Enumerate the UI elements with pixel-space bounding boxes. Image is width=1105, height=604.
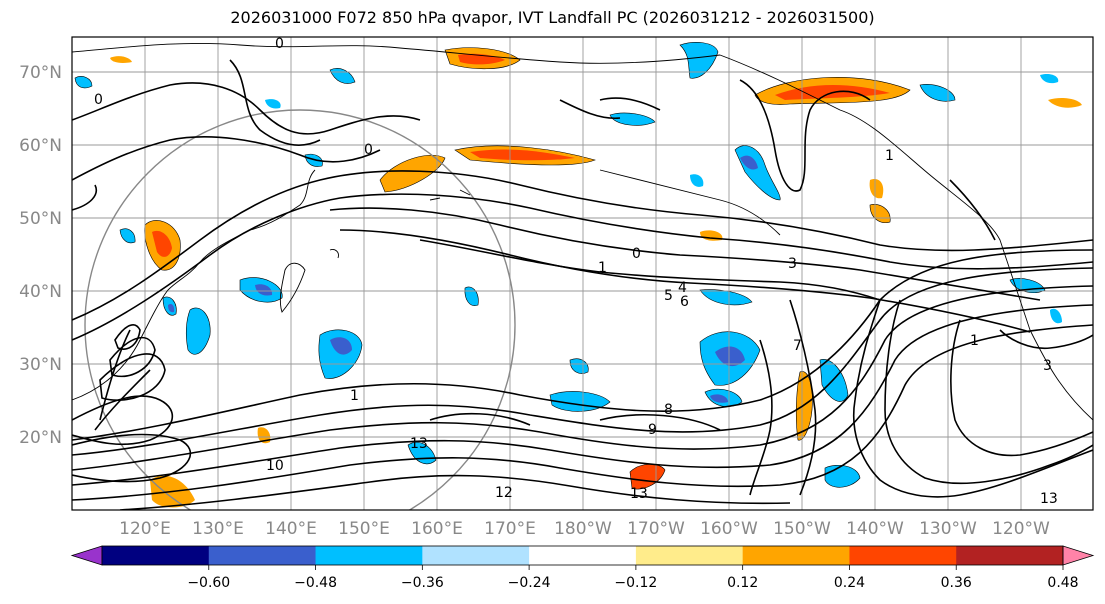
longitude-axis: 120°E 130°E 140°E 150°E 160°E 170°E 180°… (119, 519, 1050, 539)
colorbar-tick-label: −0.24 (508, 575, 551, 591)
lat-label: 60°N (19, 136, 62, 156)
lon-label: 120°E (119, 519, 171, 539)
landfall-region-circle (84, 109, 516, 510)
colorbar-tick-label: −0.60 (187, 575, 230, 591)
colorbar-segment (208, 546, 317, 565)
lon-label: 140°W (846, 519, 904, 539)
colorbar-segment (315, 546, 423, 565)
contour-label: 3 (788, 256, 797, 272)
contour-label: 13 (410, 436, 428, 452)
colorbar-tick-label: −0.48 (294, 575, 337, 591)
contour-label: 0 (632, 246, 641, 262)
colorbar-segment (422, 546, 530, 565)
contour-label: 13 (630, 486, 648, 502)
colorbar-segment (635, 546, 744, 565)
coastlines (72, 42, 1093, 421)
colorbar: −0.60 −0.48 −0.36 −0.24 −0.12 0.12 0.24 0.36 0.4… (70, 545, 1095, 591)
colorbar-segment (102, 546, 210, 565)
contour-label: 0 (94, 92, 103, 108)
contour-label: 10 (266, 458, 284, 474)
latitude-axis: 70°N 60°N 50°N 40°N 30°N 20°N (19, 63, 62, 448)
lon-label: 130°E (192, 519, 244, 539)
colorbar-extension-high (1062, 545, 1095, 566)
gridlines (72, 37, 1093, 510)
contour-label: 4 (678, 280, 687, 296)
colorbar-tick-label: −0.12 (614, 575, 657, 591)
lon-label: 160°E (411, 519, 463, 539)
contour-label: 1 (885, 148, 894, 164)
lon-label: 160°W (700, 519, 758, 539)
colorbar-segment (742, 546, 850, 565)
contour-label: 1 (598, 260, 607, 276)
contour-label: 13 (1040, 491, 1058, 507)
contour-label: 9 (648, 422, 657, 438)
lon-label: 170°E (484, 519, 536, 539)
contour-label: 5 (664, 288, 673, 304)
contour-label: 12 (495, 485, 513, 501)
contour-label: 0 (364, 142, 373, 158)
colorbar-segment (956, 546, 1064, 565)
lon-label: 150°W (773, 519, 831, 539)
lat-label: 40°N (19, 282, 62, 302)
lon-label: 120°W (992, 519, 1050, 539)
ivt-contours (72, 59, 1093, 510)
colorbar-tick-label: 0.12 (727, 575, 758, 591)
map-title: 2026031000 F072 850 hPa qvapor, IVT Land… (230, 8, 875, 27)
lon-label: 170°W (627, 519, 685, 539)
contour-label: 1 (350, 388, 359, 404)
lon-label: 140°E (265, 519, 317, 539)
contour-label-layer: 0 0 0 1 1 1 3 4 5 6 7 8 9 10 12 13 13 13… (94, 36, 1058, 507)
colorbar-segment (529, 546, 637, 565)
contour-label: 0 (275, 36, 284, 52)
lon-label: 180°W (554, 519, 612, 539)
colorbar-segment (849, 546, 957, 565)
colorbar-extension-low (70, 545, 103, 566)
lon-label: 150°E (338, 519, 390, 539)
lat-label: 30°N (19, 355, 62, 375)
plot-area (72, 37, 1093, 510)
lat-label: 50°N (19, 209, 62, 229)
colorbar-tick-label: 0.36 (941, 575, 972, 591)
contour-label: 8 (664, 402, 673, 418)
colorbar-tick-label: −0.36 (401, 575, 444, 591)
contour-label: 1 (970, 333, 979, 349)
contour-label: 3 (1043, 358, 1052, 374)
shaded-anomaly-layer (74, 42, 1082, 508)
colorbar-tick-label: 0.48 (1047, 575, 1078, 591)
lon-label: 130°W (919, 519, 977, 539)
lat-label: 20°N (19, 428, 62, 448)
colorbar-tick-label: 0.24 (834, 575, 865, 591)
colorbar-outline (101, 545, 1064, 566)
plot-frame (71, 36, 1094, 511)
contour-label: 6 (680, 294, 689, 310)
contour-label: 7 (793, 338, 802, 354)
lat-label: 70°N (19, 63, 62, 83)
